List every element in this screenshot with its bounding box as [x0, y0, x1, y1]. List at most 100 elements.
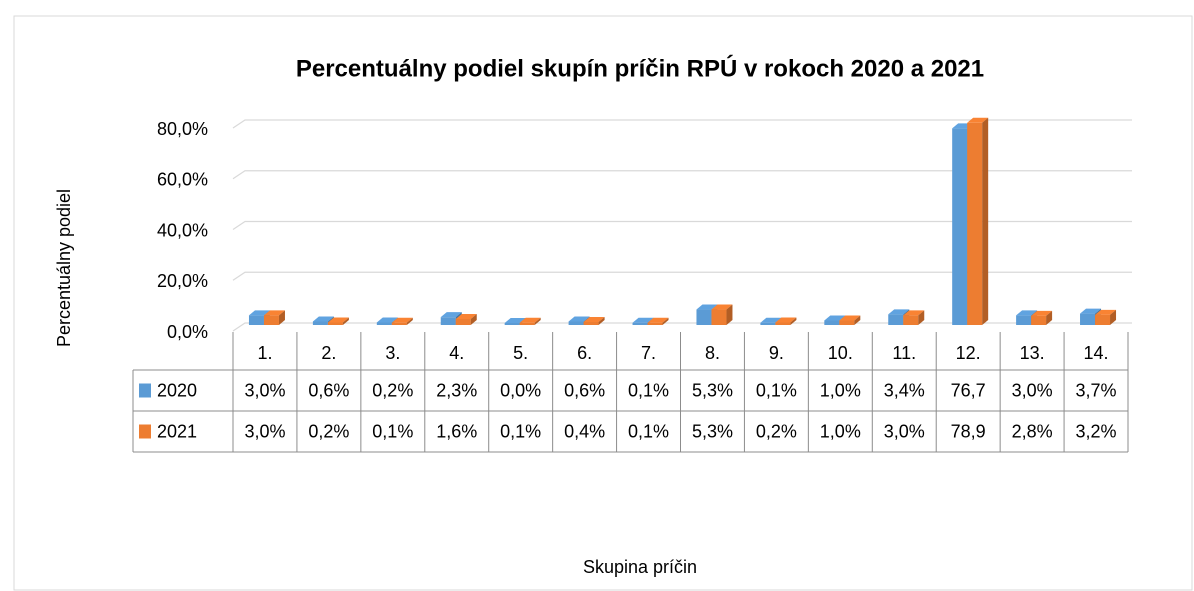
x-tick-label: 12. [956, 343, 981, 363]
data-table-value: 0,0% [500, 380, 541, 400]
y-tick-label: 0,0% [167, 322, 208, 342]
x-tick-label: 10. [828, 343, 853, 363]
data-table-value: 2,3% [436, 380, 477, 400]
data-table-value: 0,1% [756, 380, 797, 400]
bar-top [391, 317, 413, 323]
data-table-value: 76,7 [951, 380, 986, 400]
bar [263, 310, 285, 325]
bar-front [839, 320, 855, 325]
bar-top [568, 316, 590, 322]
bar-front [376, 322, 392, 325]
bar-side [1110, 309, 1117, 325]
data-table-value: 0,1% [628, 421, 669, 441]
data-table-value: 0,2% [756, 421, 797, 441]
legend-swatch [139, 383, 151, 398]
bar-side [406, 317, 413, 325]
bar-top [775, 317, 797, 323]
bar-top [696, 304, 718, 310]
bar-front [824, 320, 840, 325]
bar-front [1016, 315, 1032, 325]
y-tick-label: 40,0% [157, 220, 208, 240]
legend-swatch [139, 424, 151, 439]
bar [711, 304, 733, 325]
data-table-value: 1,6% [436, 421, 477, 441]
data-table-value: 78,9 [951, 421, 986, 441]
bar [967, 117, 989, 325]
bar-top [440, 312, 462, 318]
bar-side [342, 317, 349, 325]
bar-front [248, 315, 264, 325]
bar-top [455, 313, 477, 319]
x-tick-label: 9. [769, 343, 784, 363]
bar-side [726, 304, 733, 325]
x-tick-label: 3. [385, 343, 400, 363]
bar [583, 316, 605, 325]
bar-front [711, 309, 727, 325]
bar-front [632, 322, 648, 325]
bar-top [248, 310, 270, 316]
data-table-value: 3,2% [1076, 421, 1117, 441]
bar-side [982, 117, 989, 325]
chart-title: Percentuálny podiel skupín príčin RPÚ v … [296, 54, 984, 82]
data-table-value: 3,0% [1012, 380, 1053, 400]
bar-top [839, 315, 861, 321]
bar-front [1080, 313, 1096, 325]
data-table-value: 3,0% [244, 380, 285, 400]
x-axis-label: Skupina príčin [583, 557, 697, 577]
data-table-value: 0,4% [564, 421, 605, 441]
bar-front [519, 322, 535, 325]
data-table-value: 0,1% [372, 421, 413, 441]
bar-top [1080, 308, 1102, 314]
bar-side [534, 317, 541, 325]
bar-top [376, 317, 398, 323]
bar-side [854, 315, 861, 325]
bar-front [952, 128, 968, 325]
y-axis-label: Percentuálny podiel [54, 189, 74, 347]
x-tick-label: 14. [1084, 343, 1109, 363]
bar-top [312, 316, 334, 322]
bar [519, 317, 541, 325]
bar-front [391, 322, 407, 325]
bar-front [440, 317, 456, 325]
bar-top [263, 310, 285, 316]
data-table-value: 3,7% [1076, 380, 1117, 400]
bar-side [278, 310, 285, 325]
x-tick-label: 8. [705, 343, 720, 363]
data-table-value: 5,3% [692, 421, 733, 441]
bar-top [647, 317, 669, 323]
legend-label: 2020 [157, 380, 197, 400]
data-table-value: 1,0% [820, 421, 861, 441]
x-tick-label: 5. [513, 343, 528, 363]
bar-front [327, 322, 343, 325]
bar [1031, 310, 1053, 325]
x-tick-label: 7. [641, 343, 656, 363]
bar-front [1031, 315, 1047, 325]
chart-frame [13, 15, 1193, 591]
bar [839, 315, 861, 325]
data-table-value: 0,2% [372, 380, 413, 400]
bar [647, 317, 669, 325]
bar [775, 317, 797, 325]
y-tick-label: 80,0% [157, 119, 208, 139]
bar-front [263, 315, 279, 325]
data-table-value: 3,0% [244, 421, 285, 441]
bar-front [568, 321, 584, 325]
data-table-value: 0,6% [564, 380, 605, 400]
bar-front [312, 321, 328, 325]
bar-front [775, 322, 791, 325]
bar-front [760, 322, 776, 325]
bar-front [455, 318, 471, 325]
bar [455, 313, 477, 325]
x-tick-label: 11. [892, 343, 916, 363]
data-table-value: 5,3% [692, 380, 733, 400]
grid-line [232, 220, 1132, 230]
bar-side [662, 317, 669, 325]
bar-top [711, 304, 733, 310]
y-tick-label: 20,0% [157, 271, 208, 291]
x-tick-label: 6. [577, 343, 592, 363]
data-table-value: 0,6% [308, 380, 349, 400]
bar [391, 317, 413, 325]
x-tick-label: 1. [257, 343, 272, 363]
bar-side [598, 316, 605, 325]
